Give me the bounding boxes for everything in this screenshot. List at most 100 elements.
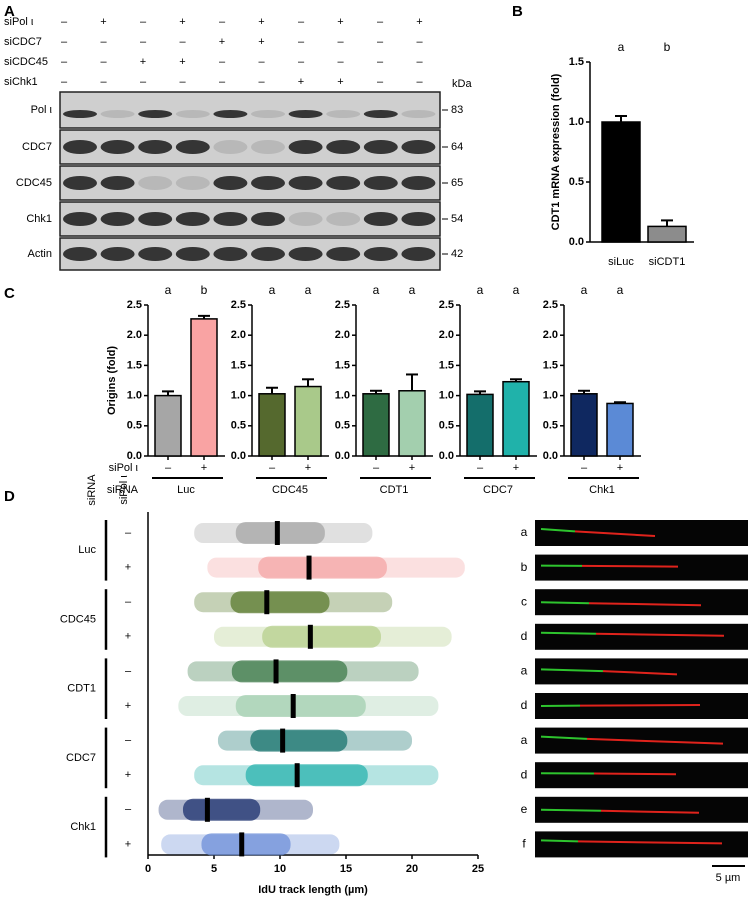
y-tick-label: 2.0 <box>439 329 454 341</box>
x-tick-label: + <box>305 462 311 474</box>
blot-band <box>138 212 173 226</box>
blot-band <box>401 140 436 154</box>
fiber-image <box>535 623 748 650</box>
blot-band <box>213 140 248 154</box>
bar <box>647 225 687 243</box>
bar <box>601 121 641 243</box>
blot-band <box>363 212 398 226</box>
blot-band <box>401 247 436 261</box>
treatment-sign: + <box>337 16 343 28</box>
annotation: a <box>617 283 624 297</box>
blot-band <box>100 212 135 226</box>
fiber-green <box>540 668 604 673</box>
fiber-image <box>535 831 748 858</box>
y-axis-label: Origins (fold) <box>106 346 118 415</box>
y-tick-label: 1.0 <box>543 390 558 402</box>
annotation: a <box>581 283 588 297</box>
fiber-red <box>600 809 700 814</box>
row-sign: + <box>125 562 131 574</box>
y-tick-label: 0.5 <box>543 420 558 432</box>
x-tick-label: – <box>477 462 484 474</box>
blot-band <box>326 140 361 154</box>
annotation: a <box>513 283 520 297</box>
median-bar <box>280 728 286 753</box>
group-label: CDT1 <box>380 484 409 496</box>
x-tick-label: – <box>165 462 172 474</box>
y-tick-label: 1.0 <box>231 390 246 402</box>
blot-band <box>100 176 135 190</box>
y-tick-label: 0.0 <box>543 450 558 462</box>
treatment-sign: – <box>337 56 344 68</box>
treatment-sign: – <box>140 36 147 48</box>
row-sign: – <box>125 527 132 539</box>
x-tick-label: 25 <box>472 863 484 875</box>
unit-label: kDa <box>452 78 472 90</box>
row-sign: – <box>125 596 132 608</box>
blot-band <box>100 140 135 154</box>
y-tick-label: 2.5 <box>543 299 558 311</box>
annotation: a <box>409 283 416 297</box>
treatment-sign: – <box>377 56 384 68</box>
size-label: 54 <box>451 213 463 225</box>
y-tick-label: 1.0 <box>127 390 142 402</box>
y-tick-label: 1.0 <box>569 116 584 128</box>
blot-band <box>401 176 436 190</box>
row-sign: – <box>125 665 132 677</box>
bar <box>466 393 494 457</box>
y-tick-label: 2.5 <box>127 299 142 311</box>
blot-band <box>363 110 398 118</box>
treatment-sign: – <box>298 16 305 28</box>
fiber-image <box>535 520 748 546</box>
track-core <box>182 798 261 821</box>
treatment-sign: – <box>219 16 226 28</box>
blot-band <box>288 176 323 190</box>
size-label: 83 <box>451 104 463 116</box>
group-label: Chk1 <box>70 821 96 833</box>
annotation: e <box>521 802 528 816</box>
treatment-sign: – <box>100 76 107 88</box>
fiber-green <box>540 808 602 812</box>
blot-band <box>288 110 323 118</box>
row-label: siPol ι <box>109 462 139 474</box>
size-label: 42 <box>451 248 463 260</box>
row-sign: + <box>125 700 131 712</box>
treatment-sign: – <box>140 16 147 28</box>
blot-band <box>363 140 398 154</box>
blot-band <box>175 140 210 154</box>
row-sign: + <box>125 769 131 781</box>
treatment-sign: – <box>179 76 186 88</box>
treatment-sign: – <box>298 56 305 68</box>
bar <box>398 390 426 457</box>
blot-band <box>63 247 97 261</box>
median-bar <box>204 797 210 822</box>
fiber-red <box>602 670 678 676</box>
y-tick-label: 0.0 <box>439 450 454 462</box>
blot-band <box>100 110 135 118</box>
group-label: CDT1 <box>67 683 96 695</box>
x-axis-label: IdU track length (µm) <box>258 884 368 896</box>
treatment-sign: + <box>258 16 264 28</box>
blot-band <box>251 176 285 190</box>
treatment-sign: – <box>337 36 344 48</box>
track-core <box>250 729 348 752</box>
blot-band <box>213 176 248 190</box>
y-tick-label: 2.0 <box>335 329 350 341</box>
panel-label: B <box>512 3 523 20</box>
blot-band <box>213 110 248 118</box>
track-core <box>258 556 387 579</box>
blot-band <box>175 110 210 118</box>
treatment-sign: – <box>416 56 423 68</box>
treatment-sign: + <box>416 16 422 28</box>
row-sign: – <box>125 804 132 816</box>
bar <box>294 385 322 457</box>
annotation: a <box>521 525 528 539</box>
panel-label: C <box>4 285 15 302</box>
treatment-sign: – <box>100 36 107 48</box>
treatment-label: siCDC45 <box>4 56 48 68</box>
y-tick-label: 0.5 <box>439 420 454 432</box>
y-tick-label: 2.0 <box>543 329 558 341</box>
annotation: d <box>521 767 528 781</box>
treatment-sign: + <box>337 76 343 88</box>
blot-band <box>288 140 323 154</box>
x-tick-label: 10 <box>274 863 286 875</box>
